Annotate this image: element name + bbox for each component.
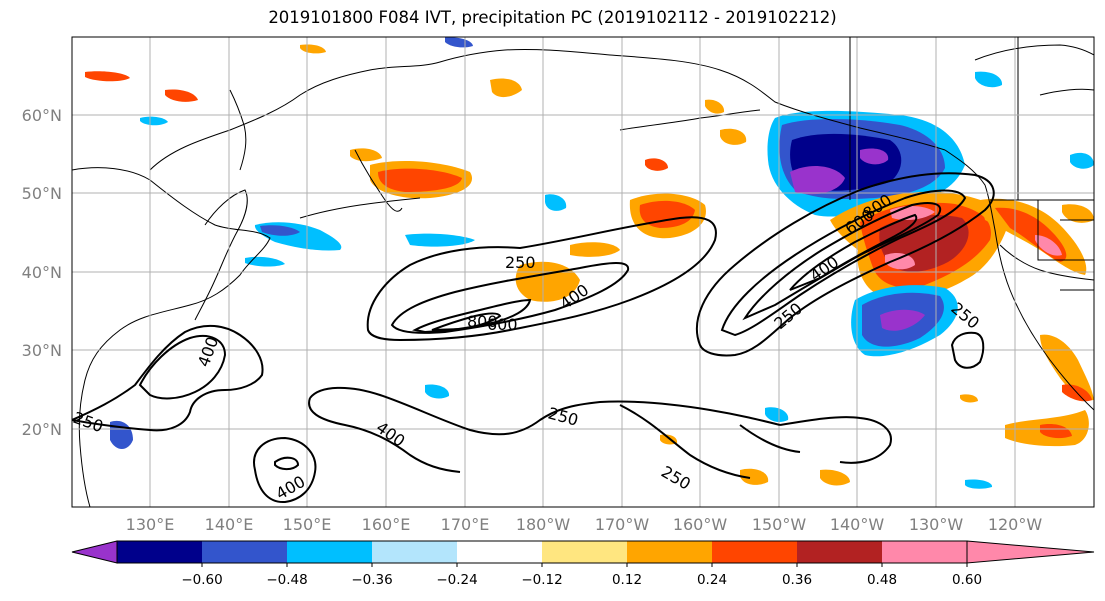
lat-label: 20°N (22, 420, 62, 439)
colorbar-segment (117, 541, 202, 563)
lon-label: 140°W (830, 515, 885, 534)
lon-label: 150°W (752, 515, 807, 534)
colorbar-tick-label: −0.12 (521, 572, 562, 588)
ivt-label: 250 (505, 253, 536, 272)
colorbar-tick-label: 0.24 (697, 572, 727, 588)
colorbar-tick-label: −0.48 (266, 572, 307, 588)
lon-label: 130°W (909, 515, 964, 534)
colorbar-tick-label: −0.36 (351, 572, 392, 588)
lat-label: 60°N (22, 106, 62, 125)
lon-label: 140°E (205, 515, 254, 534)
gridlines (72, 37, 1094, 507)
lon-label: 160°E (362, 515, 411, 534)
colorbar-segment (202, 541, 287, 563)
colorbar-segment (542, 541, 627, 563)
longitude-labels: 130°E 140°E 150°E 160°E 170°E 180°W 170°… (126, 515, 1043, 534)
colorbar-tick-label: 0.48 (867, 572, 897, 588)
colorbar-high-extension (966, 540, 1095, 564)
colorbar-tick-label: 0.12 (612, 572, 642, 588)
lat-label: 30°N (22, 341, 62, 360)
lat-label: 40°N (22, 263, 62, 282)
colorbar: −0.60 −0.48 −0.36 −0.24 −0.12 0.12 0.24 … (71, 540, 1095, 588)
colorbar-segment (882, 541, 967, 563)
colorbar-segment (797, 541, 882, 563)
latitude-labels: 60°N 50°N 40°N 30°N 20°N (22, 106, 62, 439)
lon-label: 180°W (516, 515, 571, 534)
map-title: 2019101800 F084 IVT, precipitation PC (2… (268, 8, 837, 27)
lat-label: 50°N (22, 184, 62, 203)
colorbar-low-extension (71, 540, 118, 564)
ivt-contours (72, 172, 995, 504)
ivt-label: 600 (487, 315, 518, 334)
lon-label: 160°W (673, 515, 728, 534)
map-frame (71, 36, 1095, 508)
colorbar-segment (287, 541, 372, 563)
coastlines (72, 37, 1094, 507)
lon-label: 170°E (441, 515, 490, 534)
colorbar-segment (712, 541, 797, 563)
colorbar-tick-label: −0.24 (436, 572, 477, 588)
ivt-label: 800 (467, 312, 498, 331)
lon-label: 130°E (126, 515, 175, 534)
lon-label: 150°E (283, 515, 332, 534)
colorbar-segment (372, 541, 457, 563)
ivt-contour-labels: 250 400 600 800 250 400 600 800 400 250 … (72, 190, 983, 503)
colorbar-segment (627, 541, 712, 563)
colorbar-tick-label: −0.60 (181, 572, 222, 588)
colorbar-segment (457, 541, 542, 563)
lon-label: 120°W (988, 515, 1043, 534)
lon-label: 170°W (595, 515, 650, 534)
colorbar-tick-label: 0.36 (782, 572, 812, 588)
colorbar-tick-label: 0.60 (952, 572, 982, 588)
